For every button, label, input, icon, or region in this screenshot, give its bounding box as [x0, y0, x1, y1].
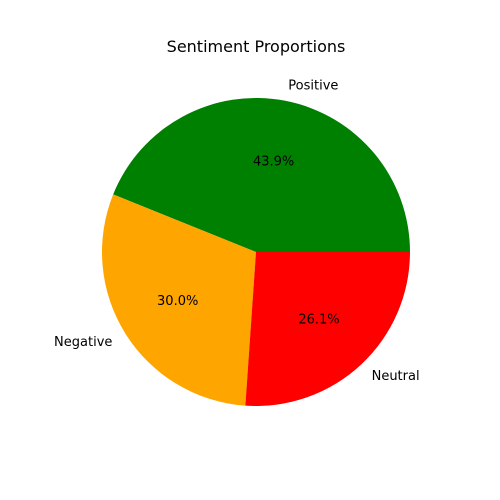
slice-label-negative: Negative	[54, 335, 112, 350]
chart-title: Sentiment Proportions	[167, 37, 346, 56]
pie-slice-positive	[113, 97, 411, 253]
pie-slices	[101, 97, 411, 406]
slice-label-positive: Positive	[288, 79, 338, 94]
percent-label-negative: 30.0%	[157, 294, 198, 309]
pie-slice-negative	[101, 194, 256, 406]
percent-label-positive: 43.9%	[253, 154, 294, 169]
percent-label-neutral: 26.1%	[298, 313, 339, 328]
pie-slice-neutral	[245, 252, 410, 406]
pie-labels: Positive 43.9% Negative 30.0% Neutral 26.1%	[54, 79, 420, 384]
slice-label-neutral: Neutral	[372, 369, 420, 384]
